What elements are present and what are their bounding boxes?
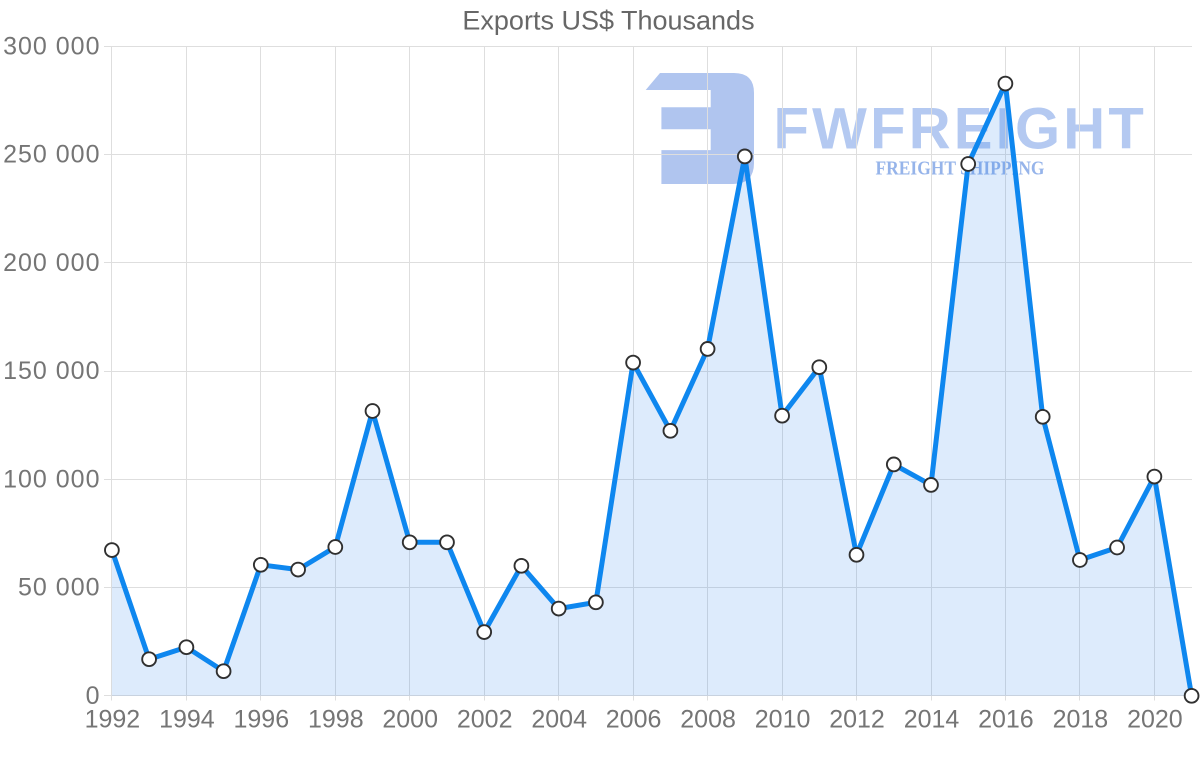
svg-text:FREIGHT SHIPPING: FREIGHT SHIPPING — [875, 157, 1044, 179]
svg-text:1994: 1994 — [159, 706, 215, 734]
svg-text:250 000: 250 000 — [3, 141, 100, 169]
svg-text:100 000: 100 000 — [3, 465, 100, 493]
svg-text:50 000: 50 000 — [18, 574, 100, 602]
svg-text:2010: 2010 — [755, 706, 811, 734]
svg-text:FWFREIGHT: FWFREIGHT — [774, 97, 1148, 162]
svg-text:1992: 1992 — [85, 706, 141, 734]
svg-text:2004: 2004 — [531, 706, 587, 734]
svg-text:2008: 2008 — [680, 706, 736, 734]
svg-text:2012: 2012 — [829, 706, 885, 734]
svg-text:2014: 2014 — [904, 706, 960, 734]
svg-text:200 000: 200 000 — [3, 249, 100, 277]
svg-text:1998: 1998 — [308, 706, 364, 734]
svg-text:2006: 2006 — [606, 706, 662, 734]
svg-text:Exports US$ Thousands: Exports US$ Thousands — [462, 5, 754, 35]
svg-text:0: 0 — [86, 682, 101, 710]
svg-text:2000: 2000 — [382, 706, 438, 734]
svg-text:300 000: 300 000 — [3, 33, 100, 61]
svg-text:2018: 2018 — [1053, 706, 1109, 734]
svg-text:150 000: 150 000 — [3, 357, 100, 385]
svg-text:2020: 2020 — [1127, 706, 1183, 734]
svg-text:2016: 2016 — [978, 706, 1034, 734]
svg-text:1996: 1996 — [233, 706, 289, 734]
svg-text:2002: 2002 — [457, 706, 513, 734]
